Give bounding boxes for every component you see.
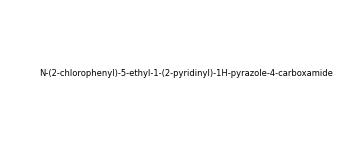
Text: N-(2-chlorophenyl)-5-ethyl-1-(2-pyridinyl)-1H-pyrazole-4-carboxamide: N-(2-chlorophenyl)-5-ethyl-1-(2-pyridiny…: [40, 69, 333, 78]
